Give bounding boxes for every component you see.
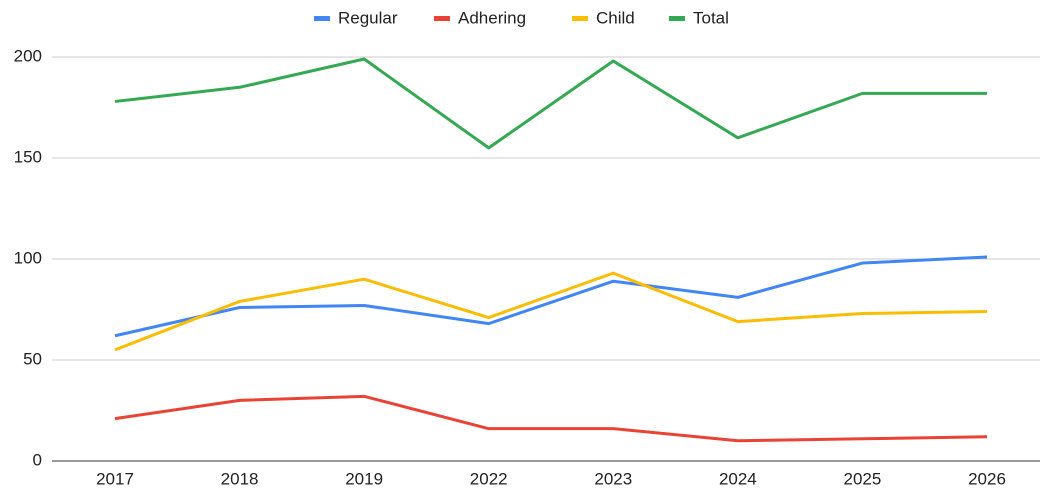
line-series (114, 271, 988, 352)
y-tick-label: 0 (33, 450, 42, 469)
legend-label: Regular (338, 8, 398, 27)
line-series (114, 255, 988, 338)
legend-label: Total (693, 8, 729, 27)
legend-label: Child (596, 8, 635, 27)
x-tick-label: 2024 (719, 469, 757, 488)
legend-swatch (314, 16, 330, 21)
x-tick-label: 2019 (345, 469, 383, 488)
y-tick-label: 100 (14, 248, 42, 267)
line-series (114, 57, 987, 150)
legend-label: Adhering (458, 8, 526, 27)
x-tick-label: 2018 (221, 469, 259, 488)
x-tick-label: 2017 (96, 469, 134, 488)
x-tick-label: 2023 (594, 469, 632, 488)
legend-swatch (669, 16, 685, 21)
legend-swatch (572, 16, 588, 21)
x-tick-label: 2026 (968, 469, 1006, 488)
x-tick-label: 2025 (844, 469, 882, 488)
y-tick-label: 200 (14, 46, 42, 65)
line-series (114, 394, 988, 443)
legend-swatch (434, 16, 450, 21)
y-tick-label: 150 (14, 147, 42, 166)
y-tick-label: 50 (23, 349, 42, 368)
x-tick-label: 2022 (470, 469, 508, 488)
